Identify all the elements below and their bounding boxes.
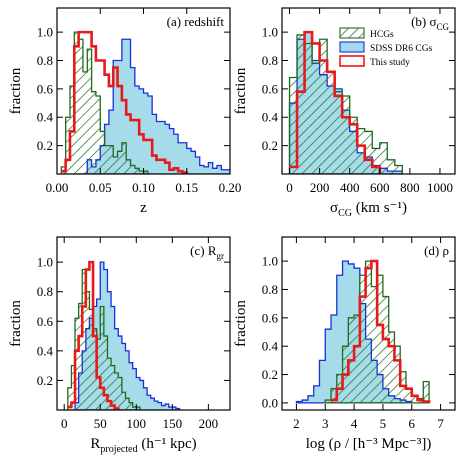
y-axis-label: fraction bbox=[8, 300, 24, 347]
y-tick-label: 0.8 bbox=[262, 282, 278, 297]
series-this-study bbox=[61, 30, 189, 174]
x-tick-label: 0.15 bbox=[175, 180, 198, 195]
x-axis-label: σCG (km s⁻¹) bbox=[330, 200, 407, 219]
y-tick-label: 0.6 bbox=[37, 81, 54, 96]
panel-label: (b) σCG bbox=[411, 14, 449, 32]
y-tick-label: 0.0 bbox=[262, 395, 278, 410]
y-tick-label: 1.0 bbox=[37, 25, 53, 40]
panel-label: (c) Rgr bbox=[190, 243, 224, 261]
x-tick-label: 0.10 bbox=[132, 180, 155, 195]
y-tick-label: 0.8 bbox=[37, 284, 53, 299]
x-tick-label: 3 bbox=[322, 416, 329, 431]
x-tick-label: 200 bbox=[199, 416, 219, 431]
x-tick-label: 800 bbox=[400, 180, 420, 195]
x-tick-label: 0.00 bbox=[46, 180, 69, 195]
series-this-study bbox=[331, 259, 431, 403]
x-tick-label: 100 bbox=[127, 416, 147, 431]
y-tick-label: 1.0 bbox=[262, 254, 278, 269]
legend-swatch-this bbox=[339, 55, 365, 67]
y-tick-label: 0.8 bbox=[262, 53, 278, 68]
y-tick-label: 0.2 bbox=[262, 138, 278, 153]
x-axis-label: log (ρ / [h⁻³ Mpc⁻³]) bbox=[306, 436, 432, 452]
legend-swatch-sdss bbox=[339, 41, 365, 53]
x-axis-label: Rprojected (h⁻¹ kpc) bbox=[90, 436, 196, 455]
legend: HCGs SDSS DR6 CGs This study bbox=[339, 27, 433, 68]
x-tick-label: 0 bbox=[286, 180, 293, 195]
x-tick-label: 400 bbox=[340, 180, 360, 195]
x-tick-label: 0 bbox=[61, 416, 68, 431]
y-tick-label: 1.0 bbox=[37, 255, 53, 270]
y-tick-label: 0.4 bbox=[37, 343, 54, 358]
axes-frame bbox=[56, 236, 231, 411]
series-this-study bbox=[289, 30, 382, 174]
y-tick-label: 0.4 bbox=[262, 110, 279, 125]
y-tick-label: 0.6 bbox=[262, 310, 279, 325]
legend-label-hcg: HCGs bbox=[370, 30, 394, 40]
panel-1: 0.00 0.05 0.10 0.15 0.20 0.2 0.4 0.6 0.8 1.0 fract… bbox=[8, 7, 242, 216]
y-tick-label: 0.2 bbox=[37, 373, 53, 388]
series-hcg bbox=[288, 34, 403, 174]
y-tick-label: 0.4 bbox=[37, 110, 54, 125]
y-tick-label: 0.4 bbox=[262, 339, 279, 354]
y-tick-label: 0.6 bbox=[262, 81, 279, 96]
legend-label-sdss: SDSS DR6 CGs bbox=[370, 44, 433, 54]
legend-swatch-hcg bbox=[339, 27, 365, 39]
x-tick-label: 150 bbox=[163, 416, 183, 431]
axes-frame bbox=[281, 7, 456, 175]
panel-4: 2 3 4 5 6 7 0.0 0.2 0.4 0.6 0.8 1.0 fraction log (ρ /… bbox=[233, 236, 456, 452]
x-tick-label: 600 bbox=[370, 180, 390, 195]
plot-area bbox=[295, 259, 431, 404]
x-tick-label: 50 bbox=[94, 416, 107, 431]
x-tick-label: 6 bbox=[409, 416, 416, 431]
panel-label: (d) ρ bbox=[424, 243, 449, 258]
panel-2: 0 200 400 600 800 1000 0.2 0.4 0.6 0.8 1.0 fraction… bbox=[233, 7, 456, 219]
axes-frame bbox=[281, 236, 456, 411]
y-axis-label: fraction bbox=[233, 300, 249, 347]
x-tick-label: 0.05 bbox=[89, 180, 112, 195]
plot-area bbox=[288, 30, 403, 174]
panel-label: (a) redshift bbox=[167, 14, 225, 29]
panel-3: 0 50 100 150 200 0.2 0.4 0.6 0.8 1.0 fraction Rproj… bbox=[8, 236, 231, 455]
y-tick-label: 0.2 bbox=[37, 138, 53, 153]
plot-area bbox=[67, 260, 181, 410]
x-tick-label: 5 bbox=[380, 416, 387, 431]
y-axis-label: fraction bbox=[8, 67, 24, 114]
legend-label-this: This study bbox=[370, 58, 410, 68]
x-tick-label: 4 bbox=[351, 416, 358, 431]
y-tick-label: 0.8 bbox=[37, 53, 53, 68]
series-this-study bbox=[67, 260, 120, 410]
x-tick-label: 0.20 bbox=[219, 180, 242, 195]
y-tick-label: 1.0 bbox=[262, 25, 278, 40]
x-tick-label: 2 bbox=[293, 416, 300, 431]
x-tick-label: 200 bbox=[310, 180, 330, 195]
x-axis-label: z bbox=[140, 200, 147, 216]
y-axis-label: fraction bbox=[233, 67, 249, 114]
y-tick-label: 0.2 bbox=[262, 367, 278, 382]
x-tick-label: 1000 bbox=[427, 180, 453, 195]
y-tick-label: 0.6 bbox=[37, 314, 54, 329]
plot-area bbox=[60, 30, 230, 174]
x-tick-label: 7 bbox=[437, 416, 444, 431]
